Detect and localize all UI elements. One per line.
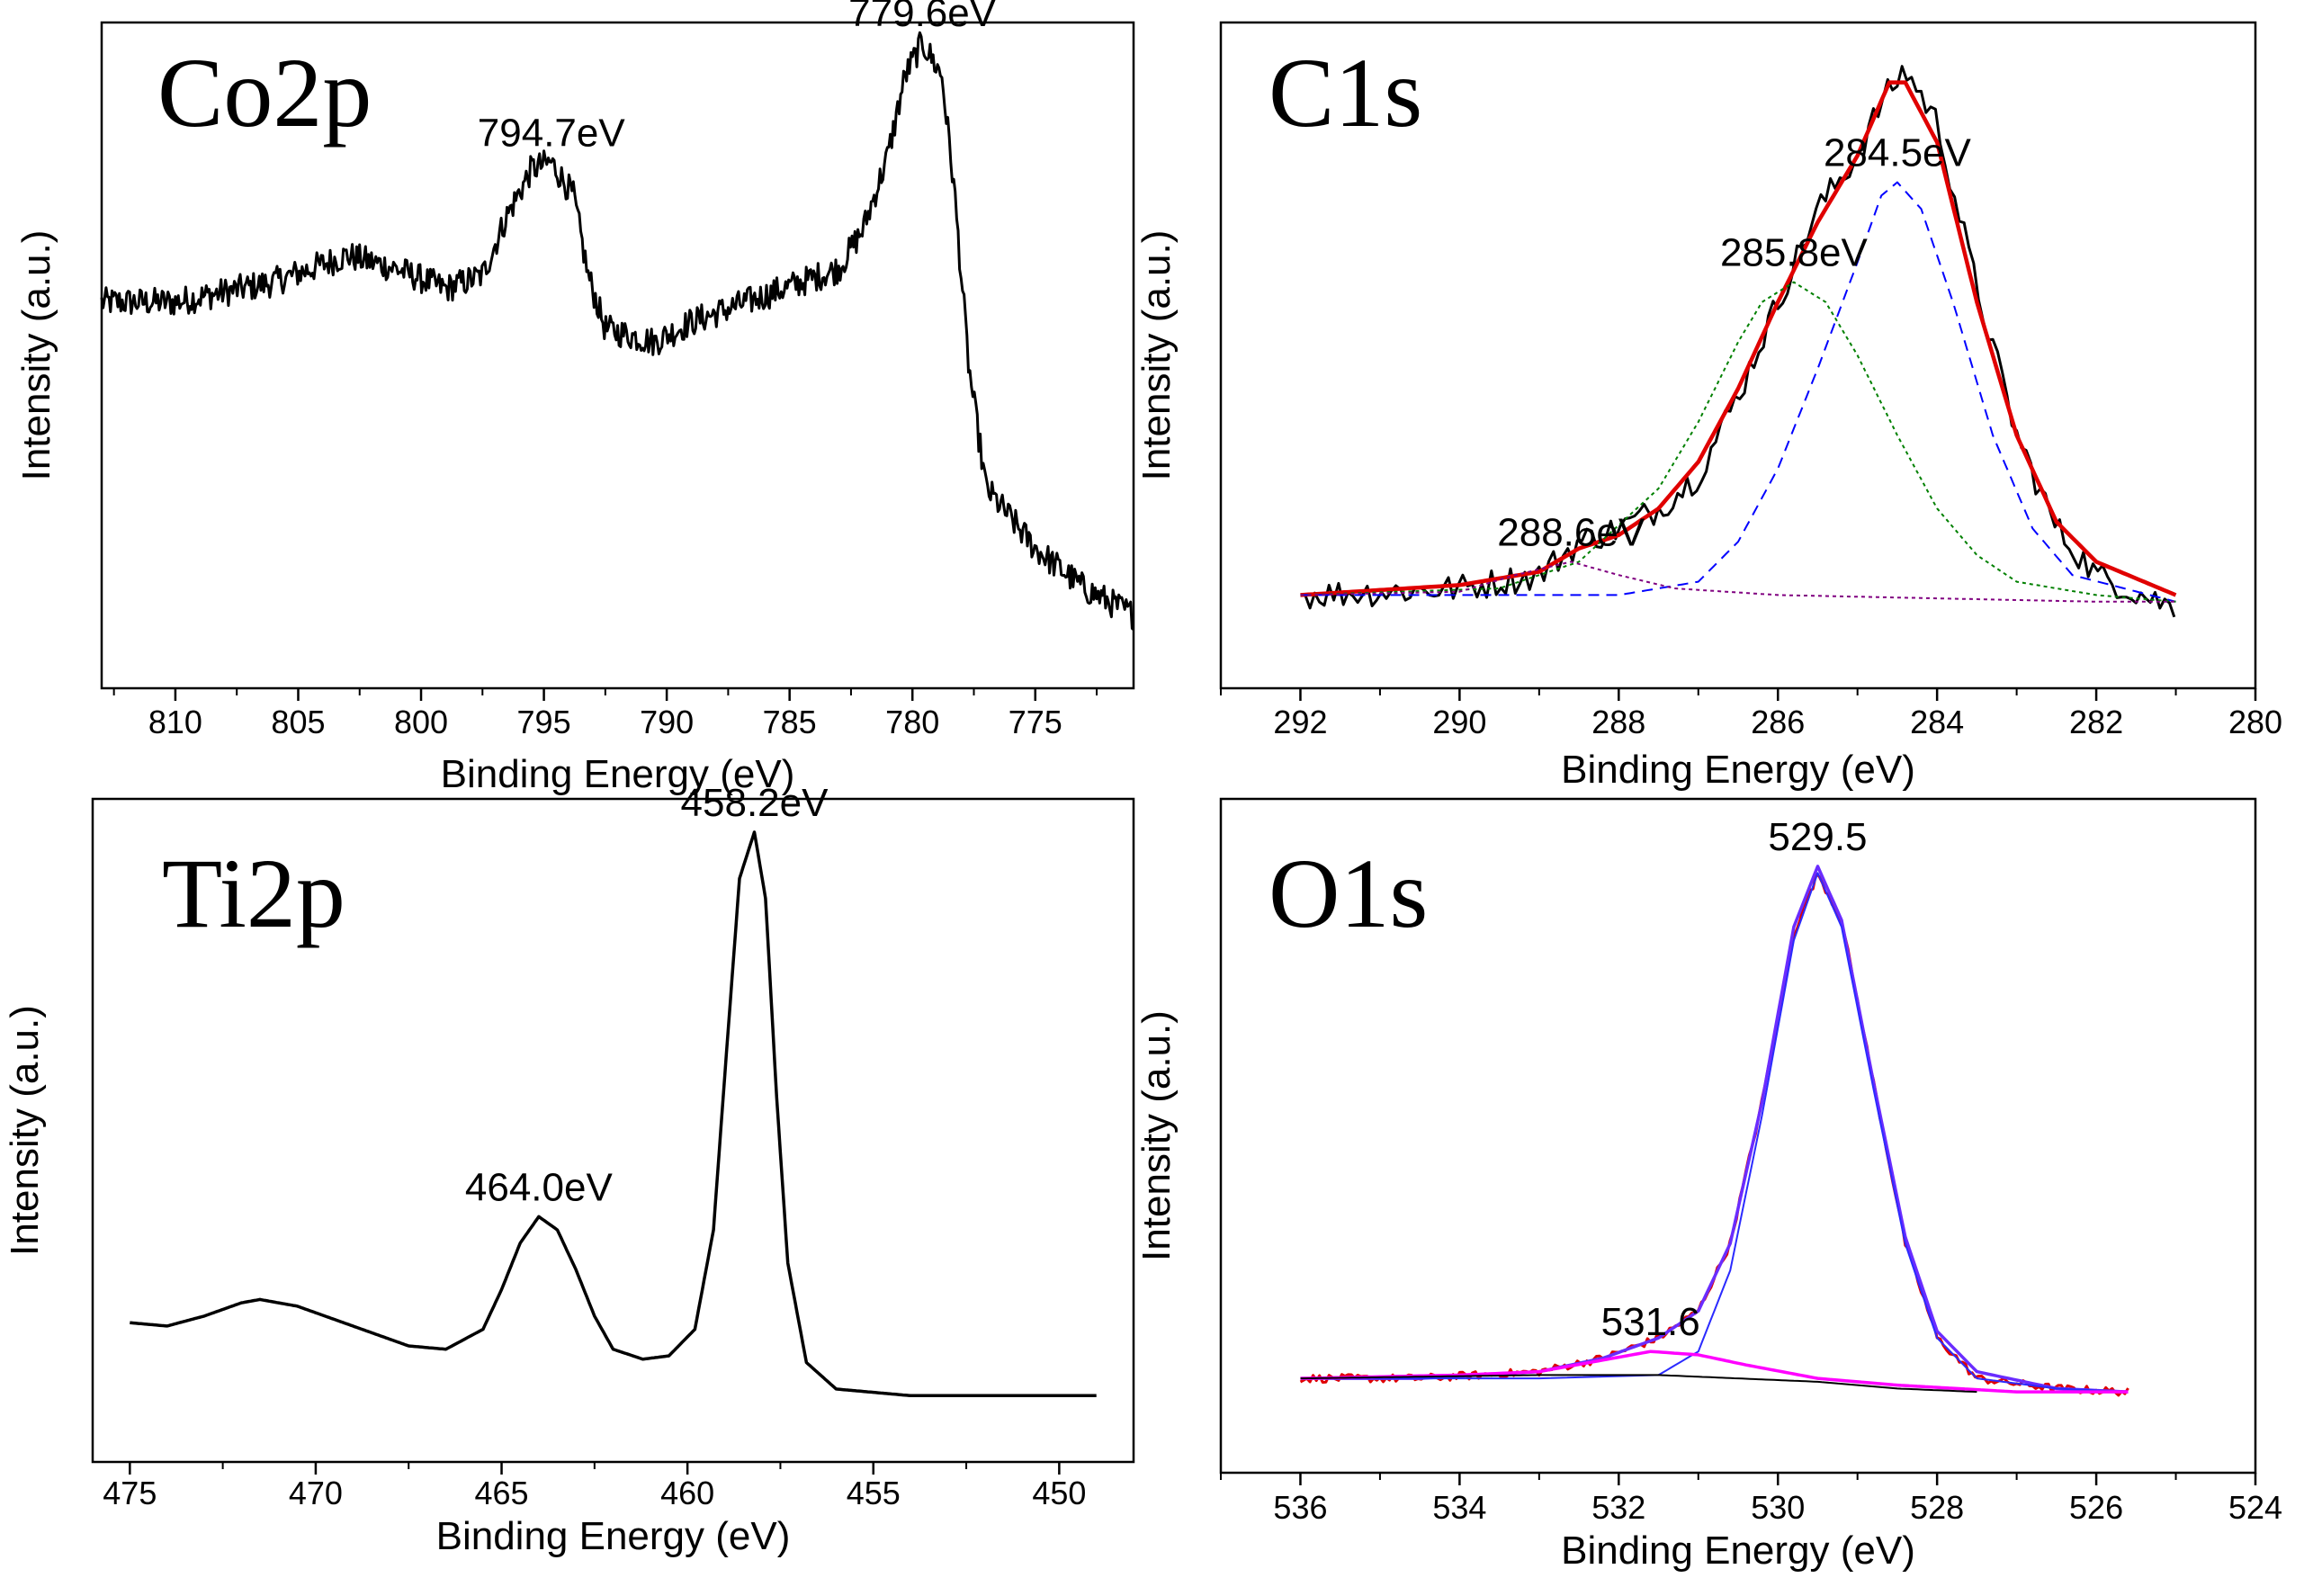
peak-annotation: 529.5 bbox=[1768, 815, 1867, 859]
x-axis-label: Binding Energy (eV) bbox=[1561, 1529, 1915, 1573]
y-axis-label: Intensity (a.u.) bbox=[1134, 1010, 1179, 1261]
series-line-529-5-component bbox=[1300, 872, 2129, 1394]
series-line-raw bbox=[1300, 65, 2176, 618]
x-tick-label: 280 bbox=[2228, 704, 2282, 740]
series-line-285-8ev-component bbox=[1300, 281, 2176, 603]
peak-annotation: 779.6eV bbox=[848, 0, 997, 35]
series-line-ti2p-spectrum bbox=[130, 830, 1097, 1398]
x-tick-label: 775 bbox=[1009, 704, 1062, 740]
plot-frame bbox=[91, 797, 1135, 1464]
x-tick-label: 292 bbox=[1273, 704, 1327, 740]
x-tick-label: 475 bbox=[103, 1475, 157, 1511]
x-tick-label: 290 bbox=[1432, 704, 1486, 740]
chart-panel-o1s: 536 534 532 530 528 526 524 Binding Energy (eV)… bbox=[1134, 797, 2282, 1573]
series-line-531-6-component bbox=[1300, 1349, 2129, 1394]
peak-annotation: 794.7eV bbox=[478, 111, 626, 155]
x-tick-label: 780 bbox=[885, 704, 939, 740]
x-tick-label: 470 bbox=[289, 1475, 343, 1511]
x-tick-label: 530 bbox=[1751, 1489, 1805, 1526]
x-tick-label: 810 bbox=[148, 704, 202, 740]
x-tick-label: 526 bbox=[2069, 1489, 2123, 1526]
y-axis-label: Intensity (a.u.) bbox=[14, 230, 58, 481]
panel-label: C1s bbox=[1269, 38, 1422, 148]
x-axis-label: Binding Energy (eV) bbox=[441, 752, 795, 796]
x-tick-label: 286 bbox=[1751, 704, 1805, 740]
peak-annotation: 458.2eV bbox=[681, 781, 829, 825]
x-tick-label: 282 bbox=[2069, 704, 2123, 740]
x-tick-label: 524 bbox=[2228, 1489, 2282, 1526]
chart-panel-c1s: 292 290 288 286 284 282 280 Binding Energy (eV)… bbox=[1134, 21, 2282, 792]
peak-annotation: 531.6 bbox=[1601, 1300, 1700, 1344]
x-tick-label: 532 bbox=[1591, 1489, 1645, 1526]
x-tick-label: 805 bbox=[271, 704, 325, 740]
x-tick-label: 465 bbox=[474, 1475, 528, 1511]
x-tick-label: 785 bbox=[763, 704, 817, 740]
series-line-284-5ev-component bbox=[1300, 181, 2176, 603]
x-axis-label: Binding Energy (eV) bbox=[1561, 748, 1915, 792]
x-tick-label: 790 bbox=[640, 704, 694, 740]
x-tick-label: 288 bbox=[1591, 704, 1645, 740]
x-tick-label: 534 bbox=[1432, 1489, 1486, 1526]
plot-frame bbox=[1219, 21, 2257, 690]
peak-annotation: 285.8eV bbox=[1720, 231, 1869, 275]
y-axis-label: Intensity (a.u.) bbox=[3, 1005, 47, 1256]
x-axis-label: Binding Energy (eV) bbox=[436, 1514, 791, 1558]
peak-annotation: 284.5eV bbox=[1824, 131, 1972, 175]
x-tick-label: 450 bbox=[1032, 1475, 1086, 1511]
panel-label: Co2p bbox=[157, 38, 372, 148]
x-tick-label: 528 bbox=[1910, 1489, 1964, 1526]
x-tick-label: 455 bbox=[847, 1475, 901, 1511]
plot-frame bbox=[100, 21, 1135, 690]
peak-annotation: 464.0eV bbox=[465, 1165, 614, 1209]
series-line-background bbox=[1300, 1374, 1977, 1394]
x-tick-label: 460 bbox=[660, 1475, 714, 1511]
y-axis-label: Intensity (a.u.) bbox=[1134, 230, 1179, 481]
x-tick-label: 800 bbox=[394, 704, 448, 740]
x-tick-label: 536 bbox=[1273, 1489, 1327, 1526]
chart-panel-co2p: 810 805 800 795 790 785 780 775 Binding Energy (… bbox=[14, 0, 1135, 796]
series-line-288-6ev-component bbox=[1300, 560, 2176, 603]
series-line-fit-envelope bbox=[1300, 80, 2177, 597]
x-tick-label: 795 bbox=[517, 704, 571, 740]
series-line-co2p-spectrum bbox=[100, 31, 1134, 631]
plot-frame bbox=[1219, 797, 2257, 1475]
x-tick-label: 284 bbox=[1910, 704, 1964, 740]
panel-label: Ti2p bbox=[162, 838, 345, 948]
panel-label: O1s bbox=[1269, 838, 1428, 948]
chart-panel-ti2p: 475 470 465 460 455 450 Binding Energy (eV) Int… bbox=[3, 781, 1135, 1558]
series-line-raw bbox=[1299, 872, 2129, 1397]
peak-annotation: 288.6eV bbox=[1497, 510, 1645, 554]
